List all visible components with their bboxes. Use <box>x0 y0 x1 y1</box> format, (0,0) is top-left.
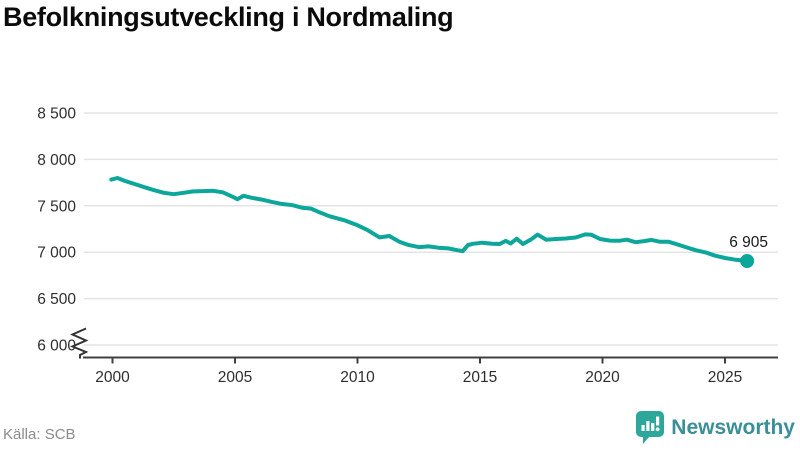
x-tick-label: 2010 <box>340 369 375 386</box>
y-tick-label: 8 000 <box>37 152 76 169</box>
source-text: Källa: SCB <box>3 426 76 443</box>
brand-logo: Newsworthy <box>636 411 795 445</box>
page-title: Befolkningsutveckling i Nordmaling <box>3 2 454 32</box>
y-tick-label: 6 500 <box>37 291 76 308</box>
axis-break-icon <box>69 327 89 359</box>
brand-wordmark: Newsworthy <box>671 416 795 439</box>
y-tick-label: 7 000 <box>37 245 76 262</box>
y-tick-label: 7 500 <box>37 198 76 215</box>
newsworthy-speech-bubble-bar-chart-icon <box>636 411 665 444</box>
bar-3 <box>651 423 655 431</box>
bar-2 <box>646 421 650 431</box>
x-tick-label: 2005 <box>218 369 252 386</box>
bubble-shape <box>636 411 665 444</box>
bar-1 <box>641 425 645 431</box>
y-tick-label: 6 000 <box>37 338 76 355</box>
x-tick-label: 2000 <box>95 369 130 386</box>
latest-value-label: 6 905 <box>729 234 768 251</box>
exclamation-dot <box>655 427 660 432</box>
x-tick-label: 2025 <box>708 369 742 386</box>
x-tick-label: 2020 <box>585 369 620 386</box>
exclamation-stem <box>656 416 660 426</box>
population-series-line <box>109 176 750 263</box>
x-tick-label: 2015 <box>463 369 497 386</box>
y-tick-label: 8 500 <box>37 106 76 123</box>
latest-value-dot <box>740 254 755 268</box>
